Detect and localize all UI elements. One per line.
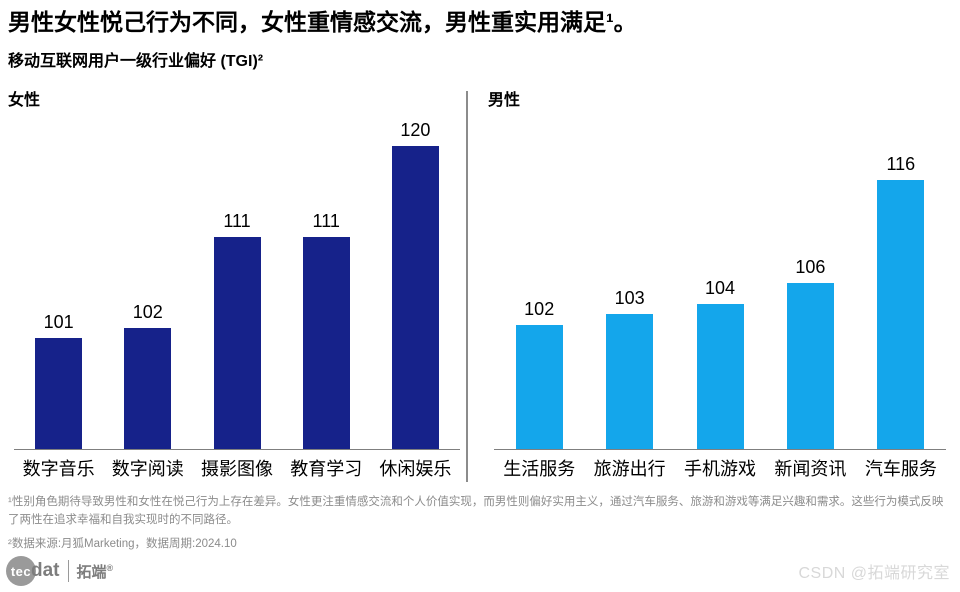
category-label: 数字音乐 [22, 458, 95, 479]
page-subtitle: 移动互联网用户一级行业偏好 (TGI)² [8, 52, 264, 70]
bar-value-label: 101 [43, 311, 74, 332]
bar [786, 283, 834, 449]
bar-column: 103 [584, 288, 674, 449]
bar [696, 303, 744, 449]
bar [391, 145, 439, 449]
bar-value-label: 111 [223, 210, 251, 231]
bar-value-label: 120 [400, 119, 431, 140]
category-label: 旅游出行 [593, 458, 666, 479]
bar-column: 111 [282, 211, 371, 449]
bar-value-label: 111 [312, 210, 340, 231]
bar-column: 104 [675, 278, 765, 449]
bar-value-label: 116 [886, 153, 916, 174]
bar-value-label: 102 [524, 298, 555, 319]
bars-area-male: 102 103 104 106 116 [494, 109, 946, 450]
bar-column: 101 [14, 312, 103, 449]
bar-value-label: 104 [704, 277, 736, 298]
bar-column: 116 [856, 154, 946, 449]
bar [877, 179, 925, 449]
logo-text-dat: dat [31, 560, 60, 581]
logo-brand-name: 拓端 [76, 563, 107, 581]
logo-separator [67, 560, 69, 582]
logo-brand-text: 拓端® [77, 561, 114, 582]
logo-circle: tec [6, 556, 36, 586]
bar-value-label: 102 [132, 301, 163, 322]
category-label: 摄影图像 [201, 458, 273, 479]
bar [213, 236, 261, 449]
bar-column: 102 [103, 302, 192, 449]
footnote-2: ²数据来源:月狐Marketing，数据周期:2024.10 [8, 538, 237, 551]
bar [302, 236, 350, 449]
bar-column: 111 [192, 211, 281, 449]
bar-value-label: 106 [795, 257, 826, 278]
bars-area-female: 101 102 111 111 120 [14, 109, 460, 450]
registered-mark: ® [106, 562, 114, 573]
bar [515, 324, 563, 449]
page-title: 男性女性悦己行为不同，女性重情感交流，男性重实用满足¹。 [8, 9, 637, 35]
category-row-male: 生活服务 旅游出行 手机游戏 新闻资讯 汽车服务 [494, 455, 946, 481]
tecdat-logo: tec dat 拓端® [6, 556, 113, 586]
category-label: 新闻资讯 [774, 458, 847, 479]
panel-title-female: 女性 [8, 91, 41, 109]
bar-column: 120 [371, 120, 460, 449]
footnotes: ¹性别角色期待导致男性和女性在悦己行为上存在差异。女性更注重情感交流和个人价值实… [0, 482, 960, 554]
bar [124, 327, 172, 449]
bar [606, 314, 654, 449]
charts-section: 女性 101 102 111 111 120 数字音乐 数字阅读 摄影图像 教育学习 休闲娱乐 … [0, 86, 960, 482]
panel-title-male: 男性 [488, 91, 521, 109]
category-row-female: 数字音乐 数字阅读 摄影图像 教育学习 休闲娱乐 [14, 455, 460, 481]
chart-panel-male: 男性 102 103 104 106 116 生活服务 旅游出行 手机游戏 新闻资讯 汽车服务 [468, 86, 960, 482]
category-label: 生活服务 [503, 458, 576, 479]
category-label: 数字阅读 [111, 458, 184, 479]
bar-column: 106 [765, 257, 855, 449]
category-label: 手机游戏 [684, 458, 757, 479]
footer: tec dat 拓端® CSDN @拓端研究室 [0, 556, 960, 586]
bar-value-label: 103 [614, 288, 645, 309]
category-label: 休闲娱乐 [379, 458, 452, 479]
watermark: CSDN @拓端研究室 [798, 565, 950, 582]
chart-panel-female: 女性 101 102 111 111 120 数字音乐 数字阅读 摄影图像 教育学习 休闲娱乐 [0, 86, 466, 482]
bar-column: 102 [494, 299, 584, 449]
footnote-1: ¹性别角色期待导致男性和女性在悦己行为上存在差异。女性更注重情感交流和个人价值实… [8, 495, 944, 526]
category-label: 汽车服务 [864, 458, 937, 479]
bar [35, 337, 83, 449]
category-label: 教育学习 [290, 458, 363, 479]
chart-divider [466, 90, 468, 482]
